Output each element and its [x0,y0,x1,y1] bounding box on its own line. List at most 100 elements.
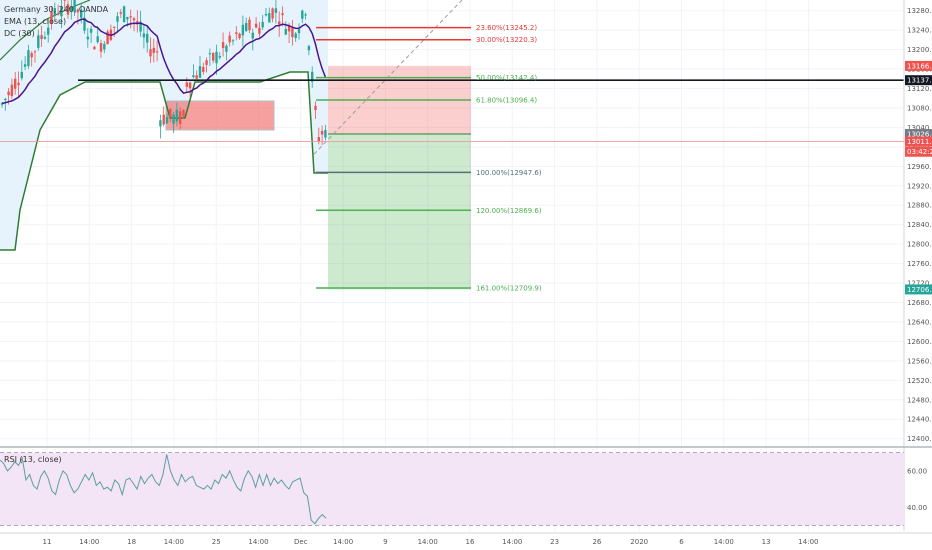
price-tick-label: 12640.0 [907,318,932,326]
candle-body [53,8,56,16]
candle-body [175,109,179,122]
candle-body [83,17,86,31]
rsi-pane: 60.00 40.00 RSI (13, close) [0,452,927,526]
candle-body [146,33,149,43]
candles [0,0,327,146]
price-tick-label: 12600.0 [907,338,932,346]
candle-body [119,12,122,14]
price-tick-label: 13120.0 [907,85,932,93]
candle-body [195,75,198,79]
price-tick-label: 12760.0 [907,260,932,268]
time-tick-label: 18 [127,538,136,546]
price-tag-bg [905,129,932,140]
time-tick-label: 14:00 [418,538,438,546]
fib-level-label: 120.00%(12869.6) [476,207,542,215]
candle-body [56,13,60,15]
time-tick-label: 14:00 [79,538,99,546]
candle-body [0,103,4,105]
candle-body [228,35,231,43]
candle-body [218,56,221,58]
price-axis: 13280.013240.013200.013160.013120.013080… [905,7,932,443]
candle-body [159,120,162,127]
candle-body [155,51,159,53]
candle-body [215,51,218,64]
time-tick-label: Dec [294,538,308,546]
time-tick-label: 23 [550,538,559,546]
price-tick-label: 13200.0 [907,46,932,54]
donchian-upper-line [0,0,91,61]
rsi-line [0,454,327,525]
time-tick-label: 26 [592,538,601,546]
position-target-zone[interactable] [328,134,471,290]
symbol-title: Germany 30, 240, OANDA [4,5,109,14]
price-tag-bg [905,75,932,86]
candle-body [162,114,165,125]
candle-body [43,36,47,39]
time-tick-label: 14:00 [333,538,353,546]
price-tick-label: 13280.0 [907,7,932,15]
candle-body [4,98,7,101]
candle-body [251,32,254,39]
candle-body [152,47,155,53]
candle-body [172,114,175,124]
candle-body [142,33,146,38]
candle-body [225,45,228,52]
rsi-tick-label: 60.00 [907,467,927,475]
candle-body [89,28,93,33]
rsi-band-fill [0,452,904,526]
price-tick-label: 12880.0 [907,202,932,210]
candle-body [66,4,70,15]
candle-body [320,130,324,135]
candle-body [188,82,192,89]
candle-body [311,71,314,82]
candle-body [278,21,281,25]
candle-body [291,28,294,38]
candle-body [50,11,53,24]
candle-body [60,6,63,17]
candle-body [93,46,96,50]
candle-body [271,8,274,19]
price-tag-bg [905,146,932,157]
time-tick-label: 16 [466,538,475,546]
candle-body [185,82,188,87]
fib-level-label: 100.00%(12947.6) [476,169,542,177]
time-tick-label: 13 [762,538,771,546]
candle-body [86,36,89,40]
fib-level-label: 61.80%(13096.4) [476,96,537,104]
candle-body [139,21,142,32]
candle-body [284,28,287,35]
candle-body [30,53,33,58]
fib-level-label: 23.60%(13245.2) [476,24,537,32]
price-tick-label: 12920.0 [907,182,932,190]
candle-body [122,6,126,23]
price-tick-label: 13080.0 [907,104,932,112]
candle-body [254,23,258,28]
time-tick-label: 9 [383,538,387,546]
price-tick-label: 12480.0 [907,396,932,404]
candle-body [238,33,241,39]
price-tick-label: 12520.0 [907,377,932,385]
candle-body [264,13,268,16]
fib-levels: 23.60%(13245.2) 30.00%(13220.3) 50.00%(131… [316,24,542,292]
price-tick-label: 12720.0 [907,280,932,288]
candle-body [99,43,103,52]
fib-level-label: 161.00%(12709.9) [476,284,542,292]
candle-body [169,108,172,118]
candle-body [96,36,99,43]
price-tag-label: 12706.9 [907,286,932,294]
candle-body [231,40,235,42]
price-tag-bg [905,60,932,71]
donchian-channel-fill [0,0,328,250]
candle-body [202,66,205,72]
time-tick-label: 14:00 [798,538,818,546]
candle-body [129,16,132,18]
candle-body [258,27,261,34]
time-tick-label: 14:00 [714,538,734,546]
candle-body [17,82,20,86]
candle-body [103,43,106,50]
supply-zone-box[interactable] [165,100,275,131]
ema-line [1,18,327,105]
time-tick-label: 6 [679,538,684,546]
price-tag-label: 13026.4 [907,131,932,139]
